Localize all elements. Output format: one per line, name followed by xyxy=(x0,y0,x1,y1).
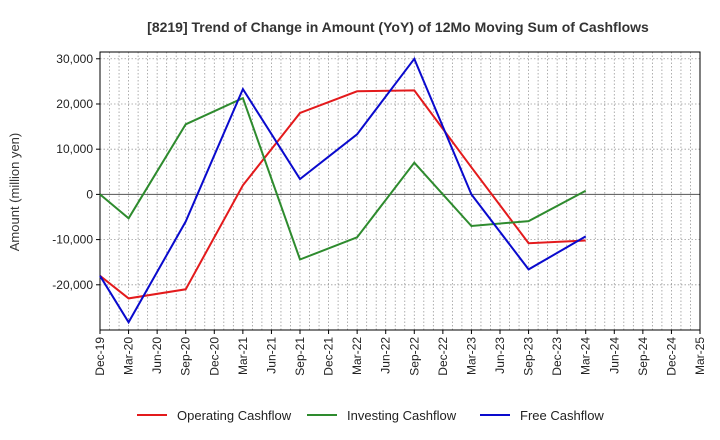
x-tick-label: Mar-20 xyxy=(122,337,136,375)
x-tick-label: Dec-21 xyxy=(322,337,336,376)
x-tick-label: Sep-20 xyxy=(179,337,193,376)
x-tick-label: Mar-24 xyxy=(579,337,593,375)
series-line-operating-cashflow xyxy=(99,89,586,300)
y-tick-label: -20,000 xyxy=(52,278,93,292)
y-axis-label: Amount (million yen) xyxy=(7,133,22,252)
legend: Operating Cashflow Investing Cashflow Free… xyxy=(137,408,604,423)
x-tick-label: Dec-23 xyxy=(550,337,564,376)
x-tick-label: Dec-22 xyxy=(436,337,450,376)
x-tick-label: Sep-21 xyxy=(293,337,307,376)
x-tick-label: Dec-24 xyxy=(664,337,678,376)
grid xyxy=(99,52,701,330)
y-tick-label: 0 xyxy=(86,187,93,201)
series-lines xyxy=(99,56,587,325)
x-tick-label: Mar-23 xyxy=(464,337,478,375)
x-tick-label: Dec-20 xyxy=(207,337,221,376)
y-tick-label: 20,000 xyxy=(56,97,93,111)
x-tick-label: Sep-22 xyxy=(407,337,421,376)
y-tick-label: 30,000 xyxy=(56,52,93,66)
x-tick-label: Jun-22 xyxy=(379,337,393,374)
x-tick-label: Mar-25 xyxy=(693,337,707,375)
chart-title: [8219] Trend of Change in Amount (YoY) o… xyxy=(147,19,649,35)
x-tick-label: Jun-21 xyxy=(264,337,278,374)
plot-area xyxy=(99,51,701,331)
legend-label: Operating Cashflow xyxy=(177,408,292,423)
x-tick-label: Sep-24 xyxy=(636,337,650,376)
x-tick-label: Sep-23 xyxy=(522,337,536,376)
y-axis-ticks: 30,000 20,000 10,000 0 -10,000 -20,000 xyxy=(52,52,100,292)
x-tick-label: Mar-22 xyxy=(350,337,364,375)
legend-label: Investing Cashflow xyxy=(347,408,457,423)
x-tick-label: Dec-19 xyxy=(93,337,107,376)
series-line-free-cashflow xyxy=(99,56,587,325)
legend-label: Free Cashflow xyxy=(520,408,604,423)
x-axis-ticks: Dec-19 Mar-20 Jun-20 Sep-20 Dec-20 Mar-21 Jun-… xyxy=(93,330,707,376)
x-tick-label: Jun-20 xyxy=(150,337,164,374)
y-tick-label: 10,000 xyxy=(56,142,93,156)
x-tick-label: Mar-21 xyxy=(236,337,250,375)
x-tick-label: Jun-24 xyxy=(607,337,621,374)
y-tick-label: -10,000 xyxy=(52,233,93,247)
series-line-investing-cashflow xyxy=(99,96,587,261)
x-tick-label: Jun-23 xyxy=(493,337,507,374)
